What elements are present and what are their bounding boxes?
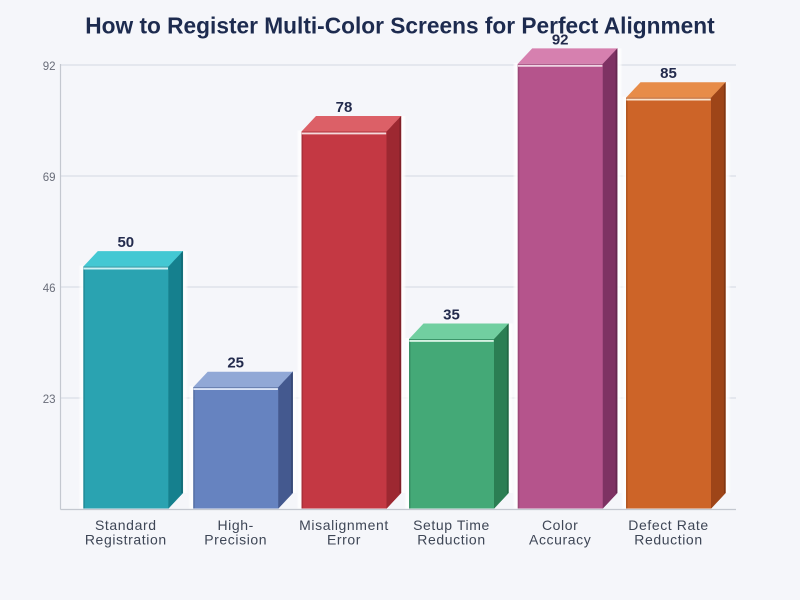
svg-text:Error: Error bbox=[327, 531, 361, 547]
svg-text:Standard: Standard bbox=[95, 517, 157, 533]
svg-text:85: 85 bbox=[660, 65, 677, 82]
svg-text:How to Register Multi-Color Sc: How to Register Multi-Color Screens for … bbox=[85, 12, 715, 38]
svg-text:Setup Time: Setup Time bbox=[413, 517, 490, 533]
svg-text:46: 46 bbox=[43, 283, 56, 295]
svg-text:Reduction: Reduction bbox=[417, 531, 485, 547]
svg-text:92: 92 bbox=[43, 61, 56, 73]
svg-text:Registration: Registration bbox=[85, 531, 167, 547]
svg-text:50: 50 bbox=[117, 234, 134, 251]
svg-text:Color: Color bbox=[542, 517, 578, 533]
svg-text:78: 78 bbox=[336, 99, 353, 116]
svg-text:35: 35 bbox=[443, 307, 460, 324]
svg-text:Reduction: Reduction bbox=[634, 531, 702, 547]
svg-text:Defect Rate: Defect Rate bbox=[628, 517, 709, 533]
svg-text:Misalignment: Misalignment bbox=[299, 517, 389, 533]
svg-text:23: 23 bbox=[43, 394, 56, 406]
svg-text:High-: High- bbox=[217, 517, 253, 533]
svg-text:25: 25 bbox=[227, 355, 244, 372]
svg-text:69: 69 bbox=[43, 172, 56, 184]
svg-text:Accuracy: Accuracy bbox=[529, 531, 591, 547]
svg-text:92: 92 bbox=[552, 31, 569, 48]
svg-text:Precision: Precision bbox=[204, 531, 267, 547]
